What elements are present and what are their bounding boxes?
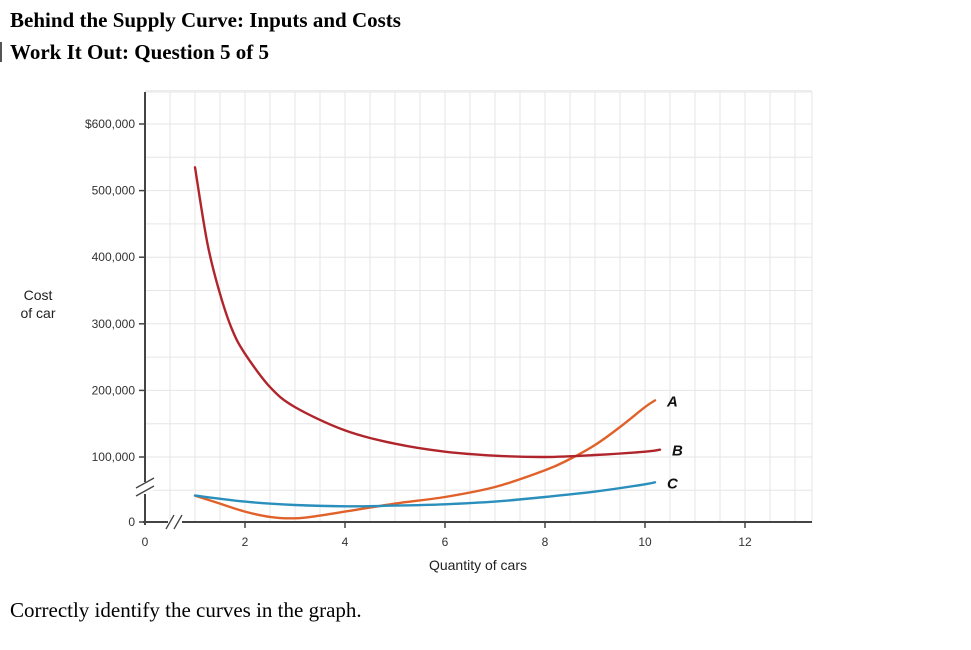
y-tick-label: 200,000 bbox=[92, 383, 136, 397]
curve-b bbox=[193, 166, 662, 459]
y-tick-label: $600,000 bbox=[85, 117, 135, 131]
x-tick-label: 12 bbox=[738, 535, 752, 549]
x-tick-label: 2 bbox=[242, 535, 249, 549]
curve-label-b: B bbox=[672, 443, 683, 460]
left-accent-bar bbox=[0, 42, 2, 62]
curve-a bbox=[193, 399, 657, 520]
x-axis-break-mark bbox=[165, 514, 175, 530]
y-axis-title-line: Cost bbox=[24, 287, 53, 303]
x-tick-label: 8 bbox=[542, 535, 549, 549]
curve-label-a: A bbox=[666, 393, 678, 410]
y-tick-label: 500,000 bbox=[92, 184, 136, 198]
y-axis-break-mark bbox=[135, 477, 155, 489]
cost-chart: 0 100,000 200,000 300,000 400,000 500,000 $600… bbox=[20, 90, 813, 573]
x-tick-label: 0 bbox=[142, 535, 149, 549]
y-tick-label: 100,000 bbox=[92, 450, 136, 464]
y-tick-label: 300,000 bbox=[92, 317, 136, 331]
x-tick-label: 6 bbox=[442, 535, 449, 549]
x-tick-label: 4 bbox=[342, 535, 349, 549]
page-subtitle: Work It Out: Question 5 of 5 bbox=[10, 40, 270, 64]
x-tick-label: 10 bbox=[638, 535, 652, 549]
question-text: Correctly identify the curves in the gra… bbox=[10, 598, 362, 622]
x-axis-title: Quantity of cars bbox=[429, 557, 527, 573]
y-axis-break-mark bbox=[135, 485, 155, 497]
y-tick-label: 0 bbox=[128, 515, 135, 529]
curve-label-c: C bbox=[667, 475, 679, 492]
curve-c bbox=[193, 481, 657, 508]
page-title: Behind the Supply Curve: Inputs and Cost… bbox=[10, 8, 401, 32]
y-axis-title-line: of car bbox=[20, 305, 55, 321]
y-tick-label: 400,000 bbox=[92, 250, 136, 264]
x-axis-break-mark bbox=[173, 514, 183, 530]
x-axis-break-gap bbox=[168, 519, 182, 525]
